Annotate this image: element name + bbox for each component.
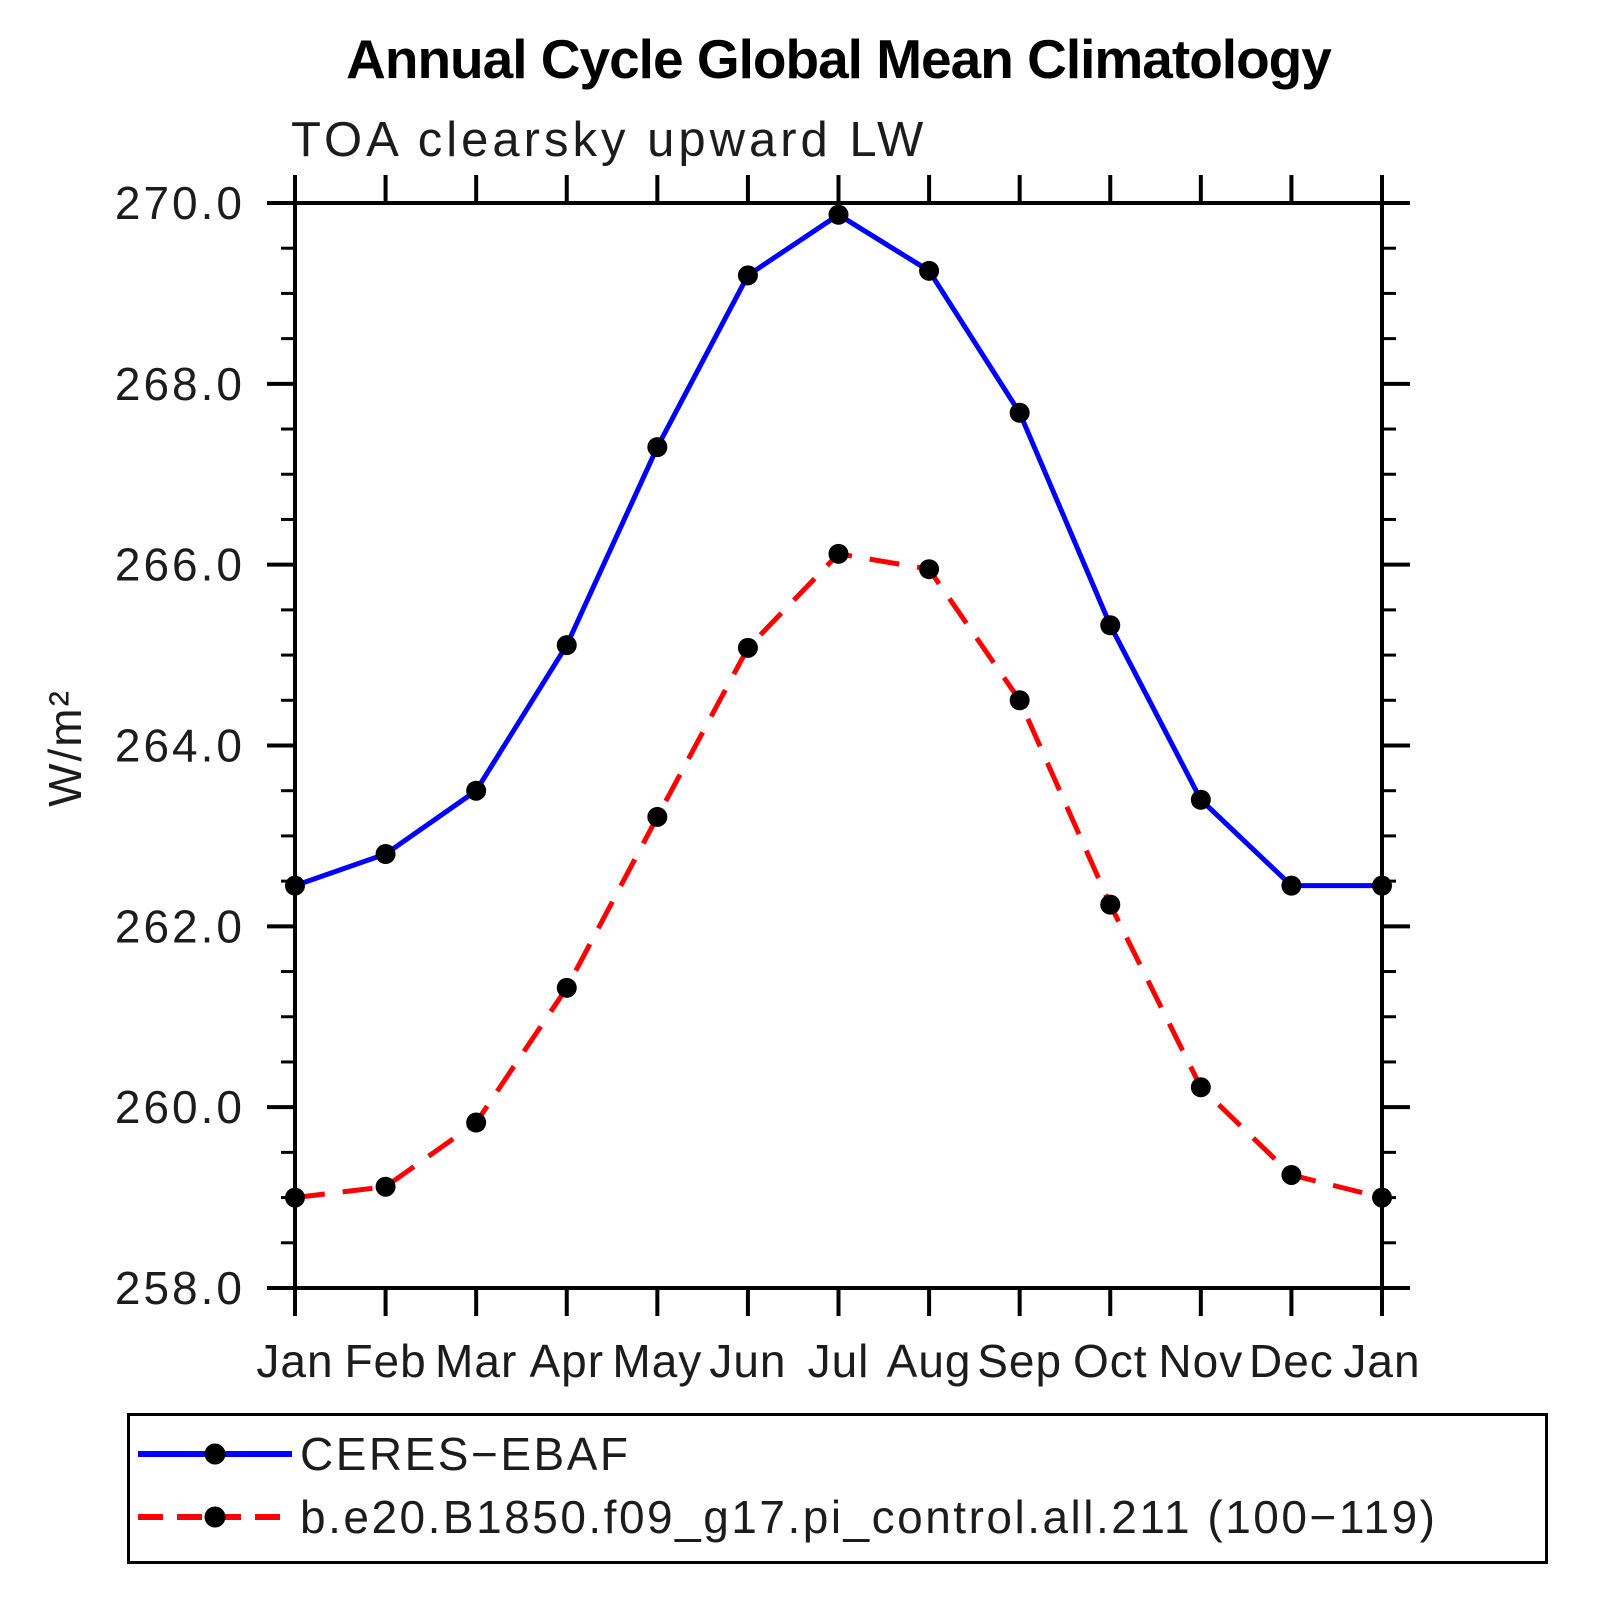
- x-tick-label: Nov: [1158, 1335, 1243, 1387]
- x-tick-label: Aug: [887, 1335, 972, 1387]
- data-point-marker: [828, 204, 849, 225]
- y-tick-label: 258.0: [115, 1262, 245, 1314]
- x-tick-label: Apr: [529, 1335, 604, 1387]
- y-tick-label: 260.0: [115, 1081, 245, 1133]
- y-tick-label: 266.0: [115, 539, 245, 591]
- data-point-marker: [1009, 402, 1030, 423]
- data-point-marker: [737, 637, 758, 658]
- data-point-marker: [647, 806, 668, 827]
- legend-solid-line-sample: [138, 1443, 292, 1464]
- chart-title: Annual Cycle Global Mean Climatology: [346, 28, 1332, 90]
- x-tick-label: Jan: [256, 1335, 333, 1387]
- x-tick-label: Dec: [1249, 1335, 1334, 1387]
- data-point-marker: [919, 559, 940, 580]
- y-tick-label: 262.0: [115, 900, 245, 952]
- legend-marker-icon: [204, 1506, 226, 1527]
- data-point-marker: [1372, 875, 1392, 896]
- legend-dashed-line-sample: [138, 1506, 292, 1527]
- data-point-marker: [1100, 615, 1121, 636]
- data-point-marker: [375, 844, 396, 864]
- chart-subtitle: TOA clearsky upward LW: [291, 113, 928, 167]
- legend-entry-0: CERES−EBAF: [130, 1422, 1545, 1485]
- data-point-marker: [1009, 690, 1030, 711]
- data-point-marker: [919, 260, 940, 281]
- data-point-marker: [1190, 789, 1211, 810]
- data-point-marker: [737, 265, 758, 286]
- data-point-marker: [1190, 1077, 1211, 1098]
- legend-label-0: CERES−EBAF: [300, 1427, 631, 1480]
- legend-box: CERES−EBAF b.e20.B1850.f09_g17.pi_control…: [127, 1413, 1548, 1564]
- data-point-marker: [1281, 1164, 1302, 1185]
- data-point-marker: [285, 875, 305, 896]
- legend-label-1: b.e20.B1850.f09_g17.pi_control.all.211 (…: [300, 1490, 1438, 1543]
- y-tick-label: 268.0: [115, 358, 245, 410]
- data-point-marker: [285, 1187, 305, 1208]
- data-point-marker: [1372, 1187, 1392, 1208]
- data-point-marker: [1100, 894, 1121, 915]
- x-tick-label: May: [612, 1335, 702, 1387]
- data-point-marker: [1281, 875, 1302, 896]
- series-line-1: [294, 551, 1383, 1201]
- y-tick-label: 264.0: [115, 720, 245, 772]
- data-point-marker: [466, 780, 487, 801]
- data-point-marker: [556, 977, 577, 998]
- legend-marker-icon: [204, 1443, 226, 1464]
- x-tick-label: Feb: [344, 1335, 426, 1387]
- y-tick-label: 270.0: [115, 177, 245, 229]
- x-tick-label: Jul: [808, 1335, 870, 1387]
- data-point-marker: [375, 1176, 396, 1197]
- data-point-marker: [466, 1112, 487, 1133]
- x-tick-label: Sep: [977, 1335, 1062, 1387]
- x-tick-label: Oct: [1073, 1335, 1148, 1387]
- plot-frame: [293, 201, 1384, 1290]
- data-point-marker: [556, 635, 577, 656]
- data-point-marker: [647, 437, 668, 458]
- x-tick-label: Jun: [709, 1335, 786, 1387]
- legend-entry-1: b.e20.B1850.f09_g17.pi_control.all.211 (…: [130, 1485, 1545, 1548]
- data-point-marker: [828, 543, 849, 564]
- x-tick-label: Jan: [1343, 1335, 1420, 1387]
- x-tick-label: Mar: [435, 1335, 517, 1387]
